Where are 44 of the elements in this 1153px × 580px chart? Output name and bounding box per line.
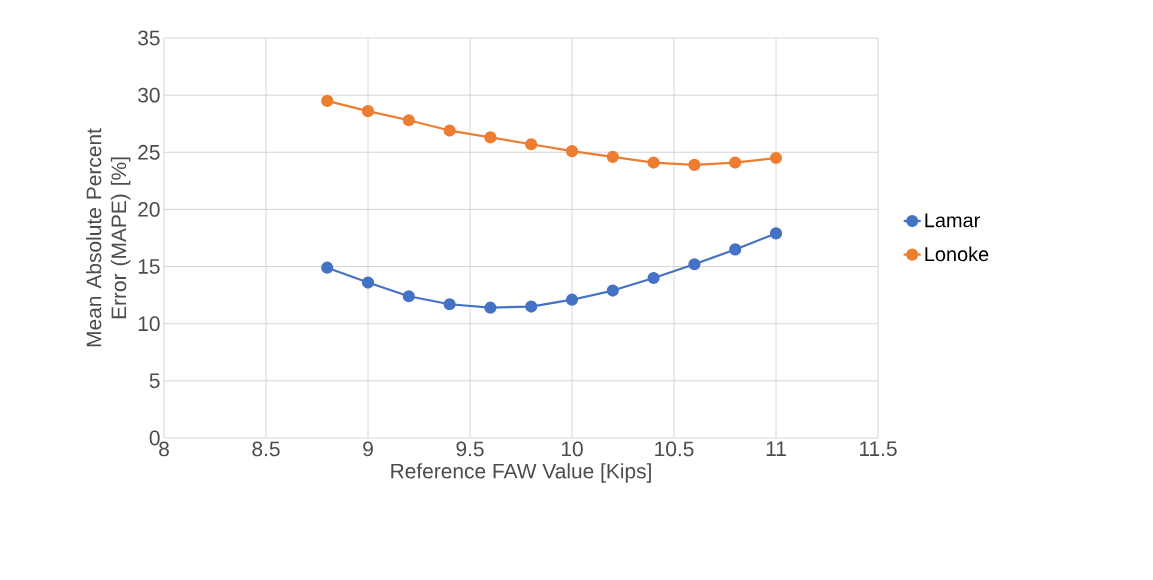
legend-label: Lonoke [925,246,989,262]
x-tick-label: 10.5 [655,441,694,457]
point [565,145,579,158]
x-tick-label: 11 [766,441,786,456]
y-tick-label: 10 [138,316,160,332]
point [606,150,619,163]
y-tick-label: 20 [138,202,160,217]
point [769,151,783,165]
point [729,243,742,256]
point [688,158,701,171]
y-axis-title: Mean Absolute Percent Error (MAPE) [%] [85,128,131,347]
point [361,276,375,289]
point [688,258,701,271]
y-tick-label: 35 [138,30,160,46]
y-tick-label: 0 [149,430,160,446]
point [525,300,538,313]
point [484,131,497,144]
y-tick-label: 15 [138,259,160,274]
point [647,271,660,285]
point [769,227,783,240]
x-tick-label: 9.5 [456,441,484,457]
x-tick-label: 11.5 [860,441,897,457]
point [606,284,619,297]
point [565,293,579,306]
x-tick-label: 8.5 [252,441,280,457]
y-tick-label: 30 [138,87,160,103]
point [443,298,456,311]
point [321,261,334,274]
x-tick-label: 9 [363,441,373,457]
point [484,301,497,314]
point [729,156,742,169]
legend-label: Lamar [925,213,980,228]
x-tick-label: 8 [159,441,169,457]
point [443,124,456,137]
x-tick-label: 10 [561,441,583,457]
x-axis-title: Reference FAW Value [Kips] [391,463,651,483]
y-tick-label: 5 [149,373,160,389]
y-tick-label: 25 [138,144,160,160]
point [647,156,660,169]
point [525,138,538,151]
point [402,114,415,127]
point [361,105,375,118]
point [402,290,415,303]
point [321,94,334,107]
